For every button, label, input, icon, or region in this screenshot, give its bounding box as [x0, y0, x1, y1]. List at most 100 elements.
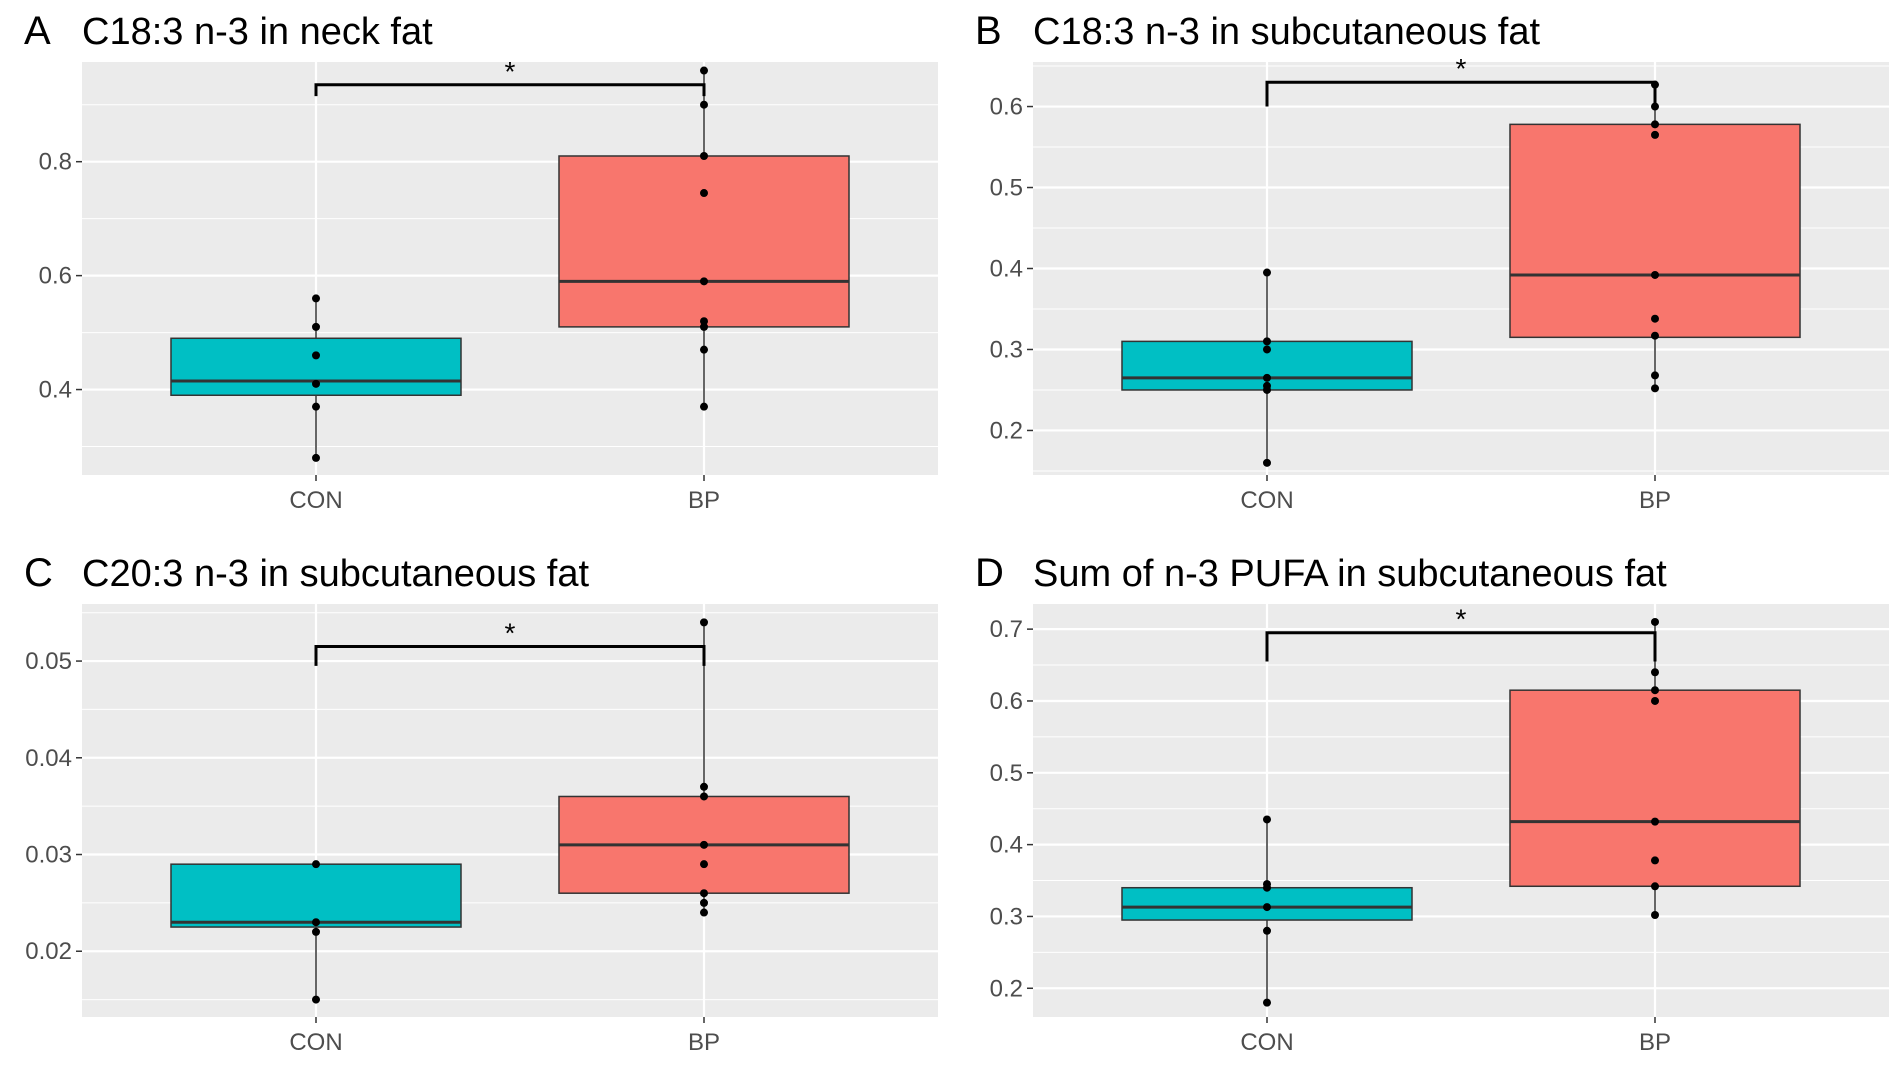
data-point [1651, 130, 1659, 139]
y-tick-label: 0.5 [990, 175, 1023, 202]
panel-d: D Sum of n-3 PUFA in subcutaneous fat 0.2 0… [951, 542, 1902, 1084]
x-tick-label: BP [1639, 1029, 1671, 1056]
chart-svg: B C18:3 n-3 in subcutaneous fat 0.2 0.3 0.4 0… [975, 9, 1889, 514]
data-point [1263, 880, 1271, 889]
boxplot-con [170, 860, 462, 1004]
significance-star: * [505, 618, 516, 649]
panel-a: A C18:3 n-3 in neck fat 0.4 0.6 0.8 CON BP * [0, 0, 951, 542]
data-point [700, 322, 708, 331]
data-point [1263, 268, 1271, 277]
data-point [312, 351, 320, 360]
data-point [1651, 371, 1659, 380]
panel-letter: B [975, 9, 1002, 53]
boxplot-con [170, 294, 462, 462]
significance-star: * [1456, 53, 1467, 84]
panel-letter: D [975, 551, 1004, 595]
y-tick-label: 0.02 [25, 938, 72, 965]
box-iqr [170, 863, 462, 928]
data-point [1263, 337, 1271, 346]
y-tick-label: 0.04 [25, 745, 72, 772]
x-tick-label: BP [1639, 487, 1671, 514]
x-tick-label: CON [289, 487, 342, 514]
boxplot-bp [1509, 617, 1801, 920]
data-point [312, 918, 320, 927]
x-tick-label: BP [688, 1029, 720, 1056]
y-tick-label: 0.5 [990, 760, 1023, 787]
data-point [312, 379, 320, 388]
data-point [312, 453, 320, 462]
data-point [700, 792, 708, 801]
chart-svg: D Sum of n-3 PUFA in subcutaneous fat 0.2 0… [975, 551, 1889, 1056]
panel-title: C18:3 n-3 in neck fat [82, 11, 433, 53]
data-point [700, 151, 708, 160]
y-tick-label: 0.03 [25, 842, 72, 869]
panel-b: B C18:3 n-3 in subcutaneous fat 0.2 0.3 0.4 0… [951, 0, 1902, 542]
y-tick-label: 0.4 [990, 832, 1023, 859]
data-point [312, 927, 320, 936]
panel-c: C C20:3 n-3 in subcutaneous fat 0.02 0.03 0.… [0, 542, 951, 1084]
y-tick-label: 0.7 [990, 616, 1023, 643]
y-tick-label: 0.4 [990, 256, 1023, 283]
data-point [1651, 120, 1659, 129]
significance-bracket [314, 645, 706, 666]
chart-svg: C C20:3 n-3 in subcutaneous fat 0.02 0.03 0.… [24, 551, 938, 1056]
y-tick-label: 0.6 [990, 688, 1023, 715]
data-point [1651, 696, 1659, 705]
y-tick-label: 0.6 [39, 263, 72, 290]
data-point [700, 840, 708, 849]
significance-star: * [1456, 604, 1467, 635]
y-tick-label: 0.3 [990, 903, 1023, 930]
data-point [312, 294, 320, 303]
data-point [1651, 817, 1659, 826]
data-point [700, 618, 708, 627]
data-point [700, 100, 708, 109]
boxplot-bp [1509, 80, 1801, 393]
boxplot-bp [558, 66, 850, 411]
data-point [1651, 686, 1659, 695]
x-tick-label: CON [1240, 487, 1293, 514]
panel-letter: C [24, 551, 53, 595]
data-point [1263, 998, 1271, 1007]
box-iqr [558, 155, 850, 328]
chart-svg: A C18:3 n-3 in neck fat 0.4 0.6 0.8 CON BP * [24, 9, 938, 514]
x-tick-label: BP [688, 487, 720, 514]
data-point [700, 189, 708, 198]
data-point [312, 860, 320, 869]
data-point [1263, 926, 1271, 935]
data-point [700, 66, 708, 75]
data-point [312, 402, 320, 411]
panel-title: C18:3 n-3 in subcutaneous fat [1033, 11, 1540, 53]
significance-bracket [314, 83, 706, 97]
y-tick-label: 0.2 [990, 417, 1023, 444]
data-point [1263, 903, 1271, 912]
data-point [312, 995, 320, 1004]
panel-title: C20:3 n-3 in subcutaneous fat [82, 553, 589, 595]
data-point [700, 277, 708, 286]
data-point [312, 322, 320, 331]
panel-letter: A [24, 9, 51, 53]
x-tick-label: CON [1240, 1029, 1293, 1056]
data-point [1651, 668, 1659, 677]
data-point [1651, 384, 1659, 393]
data-point [1651, 331, 1659, 340]
significance-star: * [505, 56, 516, 87]
y-tick-label: 0.05 [25, 648, 72, 675]
data-point [700, 402, 708, 411]
x-tick-label: CON [289, 1029, 342, 1056]
data-point [1651, 270, 1659, 279]
y-tick-label: 0.2 [990, 975, 1023, 1002]
boxplot-con [1121, 268, 1413, 467]
panel-title: Sum of n-3 PUFA in subcutaneous fat [1033, 553, 1667, 595]
y-tick-label: 0.8 [39, 149, 72, 176]
data-point [1651, 314, 1659, 323]
data-point [700, 889, 708, 898]
boxplot-bp [558, 618, 850, 917]
data-point [1263, 815, 1271, 824]
data-point [700, 908, 708, 917]
data-point [700, 345, 708, 354]
data-point [1263, 373, 1271, 382]
data-point [700, 782, 708, 791]
data-point [1263, 458, 1271, 467]
data-point [700, 317, 708, 326]
boxplot-con [1121, 815, 1413, 1007]
